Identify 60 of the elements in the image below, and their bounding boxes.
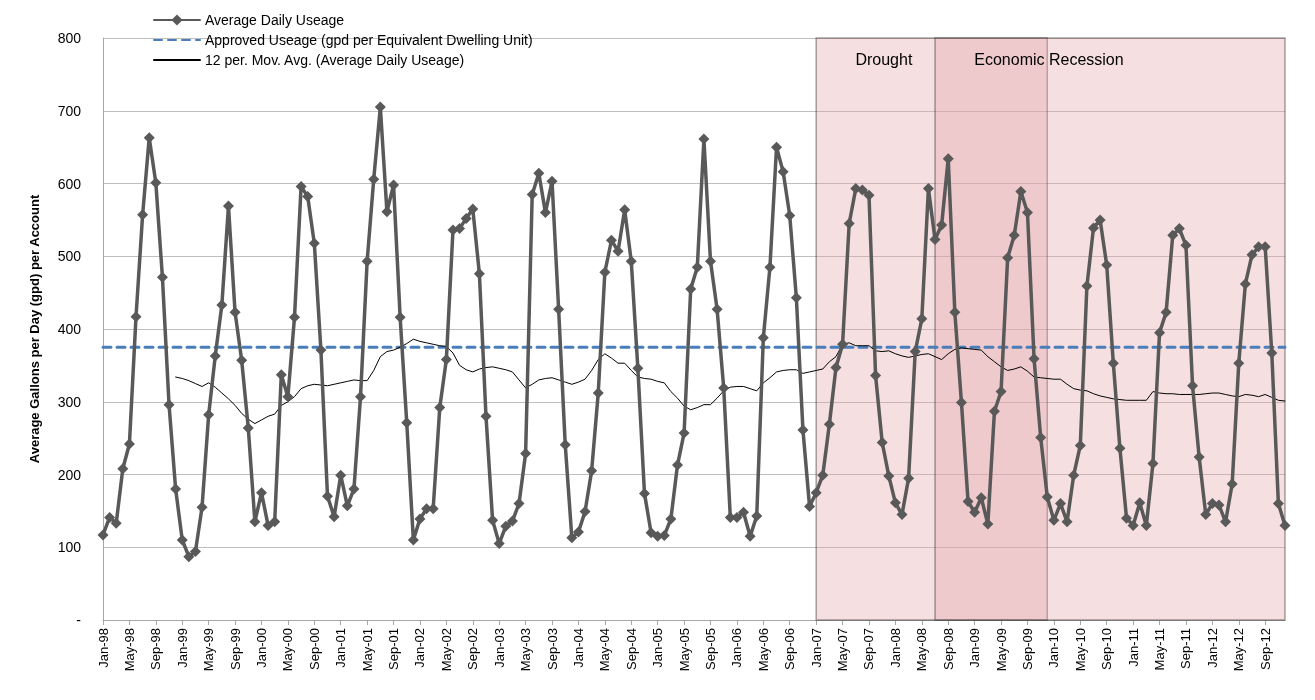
x-tick-label: Jan-04 (570, 628, 586, 668)
x-tick-label: Jan-12 (1204, 628, 1220, 668)
x-tick-label: Sep-09 (1019, 628, 1035, 670)
x-tick-label: May-00 (280, 628, 296, 672)
y-tick-label: 700 (57, 102, 82, 119)
x-tick-label: May-04 (597, 628, 613, 672)
x-tick-label: May-10 (1072, 628, 1088, 672)
y-axis-title: Average Gallons per Day (gpd) per Account (27, 194, 42, 464)
x-tick-label: Jan-11 (1125, 628, 1141, 667)
band-label: Drought (855, 50, 913, 68)
y-tick-label: 200 (57, 466, 82, 483)
x-tick-label: Jan-08 (887, 628, 903, 668)
x-tick-label: May-01 (359, 628, 375, 672)
x-tick-label: Jan-05 (650, 628, 666, 668)
x-tick-label: Jan-02 (412, 628, 428, 668)
y-tick-label: - (76, 612, 82, 628)
x-tick-label: Sep-02 (465, 628, 481, 670)
x-tick-label: Sep-10 (1099, 628, 1115, 670)
x-tick-label: Sep-11 (1178, 628, 1194, 669)
x-tick-label: Jan-99 (174, 628, 190, 668)
x-tick-label: Sep-07 (861, 628, 877, 670)
x-tick-label: Sep-06 (782, 628, 798, 670)
x-tick-label: Jan-06 (729, 628, 745, 668)
x-tick-label: Jan-00 (253, 628, 269, 668)
x-tick-label: Sep-04 (623, 628, 639, 670)
x-tick-label: Jan-07 (808, 628, 824, 668)
x-tick-label: Sep-05 (703, 628, 719, 670)
x-tick-label: May-07 (835, 628, 851, 672)
band-label: Economic Recession (974, 50, 1124, 68)
x-tick-label: Sep-99 (227, 628, 243, 670)
x-tick-label: May-05 (676, 628, 692, 672)
x-tick-label: Sep-08 (940, 628, 956, 670)
legend-label: Average Daily Useage (205, 12, 345, 28)
y-tick-label: 100 (57, 539, 82, 556)
x-tick-label: Sep-00 (306, 628, 322, 670)
x-tick-label: May-99 (201, 628, 217, 672)
x-tick-label: Sep-03 (544, 628, 560, 670)
x-tick-label: Jan-01 (333, 628, 349, 668)
x-tick-label: May-03 (518, 628, 534, 672)
x-tick-label: Sep-98 (148, 628, 164, 670)
x-tick-label: Jan-09 (967, 628, 983, 668)
y-tick-label: 300 (57, 393, 82, 410)
x-tick-label: Sep-01 (386, 628, 402, 670)
y-tick-label: 800 (57, 30, 82, 46)
x-tick-label: May-12 (1231, 628, 1247, 672)
x-tick-label: May-11 (1152, 628, 1168, 671)
x-tick-label: May-09 (993, 628, 1009, 672)
x-tick-label: May-06 (755, 628, 771, 672)
x-tick-label: May-98 (121, 628, 137, 672)
x-tick-label: May-08 (914, 628, 930, 672)
x-tick-label: Jan-03 (491, 628, 507, 668)
x-tick-label: May-02 (438, 628, 454, 672)
legend-label: Approved Useage (gpd per Equivalent Dwelling Unit) (205, 32, 533, 48)
x-tick-label: Sep-12 (1257, 628, 1273, 670)
y-tick-label: 600 (57, 175, 82, 192)
y-tick-label: 400 (57, 321, 82, 337)
x-tick-label: Jan-98 (95, 628, 111, 668)
y-tick-label: 500 (57, 248, 82, 265)
legend-label: 12 per. Mov. Avg. (Average Daily Useage) (205, 52, 465, 68)
x-tick-label: Jan-10 (1046, 628, 1062, 668)
